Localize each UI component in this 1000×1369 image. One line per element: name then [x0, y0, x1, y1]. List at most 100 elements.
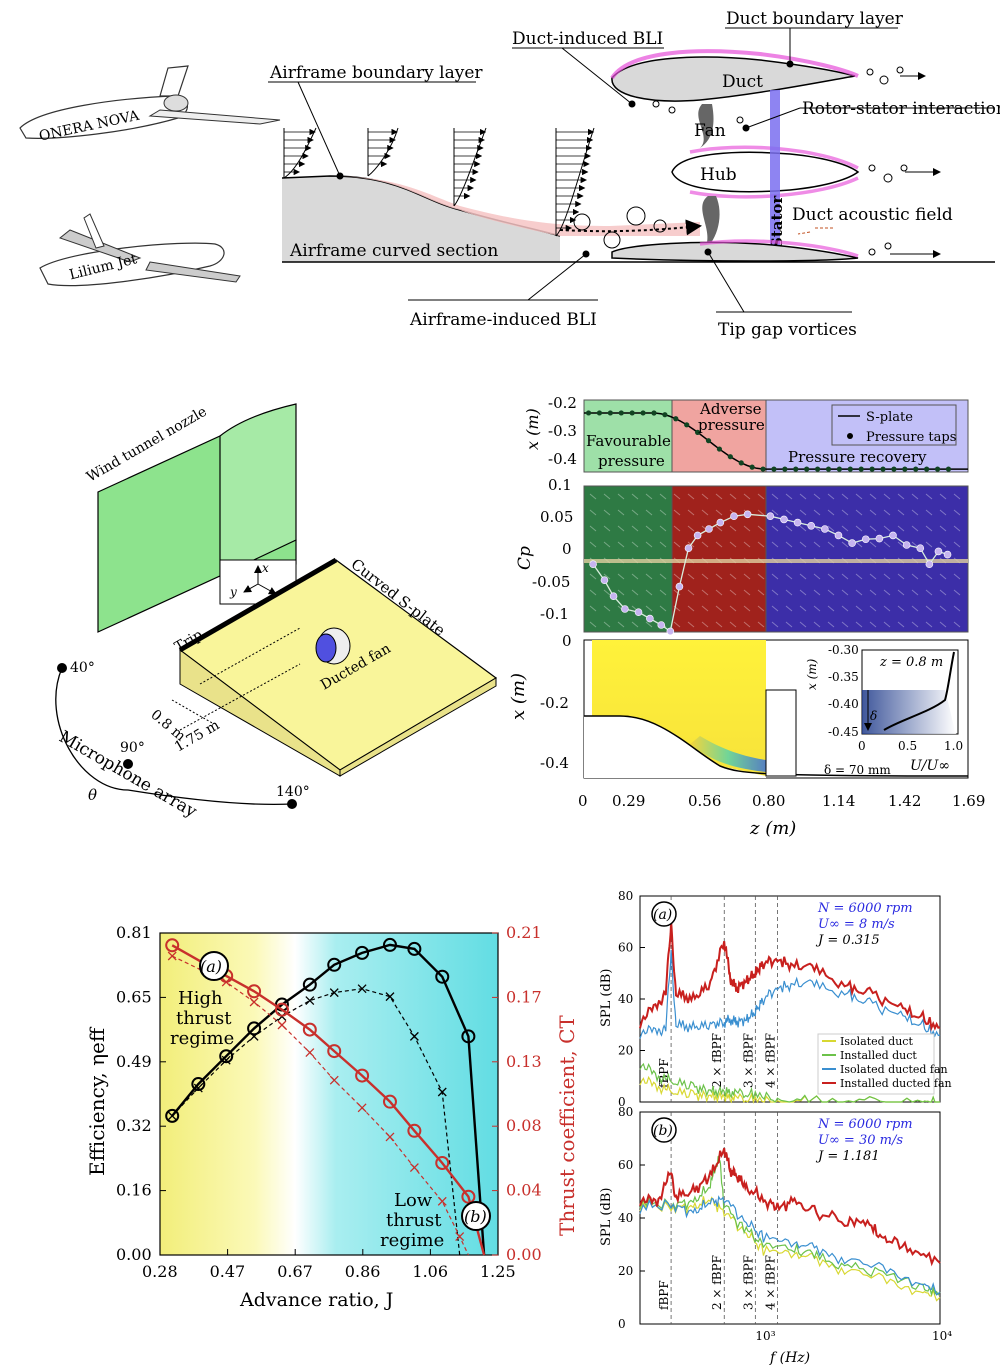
bli-vortices — [573, 206, 667, 249]
tuft-streak — [925, 589, 933, 596]
adverse-label-1: Adverse — [699, 400, 762, 418]
tuft-streak — [617, 573, 625, 580]
pressure-tap — [618, 410, 624, 416]
spl-y-tick-label: 40 — [618, 1211, 633, 1225]
cp-point — [780, 515, 788, 524]
data-point — [305, 996, 315, 1006]
tuft-streak — [673, 509, 681, 516]
tuft-streak — [925, 605, 933, 612]
data-point — [382, 1094, 397, 1109]
tuft-streak — [897, 493, 905, 500]
pressure-tap — [793, 466, 799, 472]
spl-series-isolated-duct — [639, 1196, 941, 1302]
cp-point — [684, 544, 693, 553]
tuft-streak — [911, 589, 919, 596]
spl-condition: J = 0.315 — [815, 933, 880, 948]
tuft-streak — [939, 493, 947, 500]
favourable-label-2: pressure — [598, 452, 665, 470]
pressure-tap — [749, 464, 755, 470]
tuft-streak — [939, 621, 947, 628]
tuft-streak — [701, 541, 709, 548]
legend-box — [817, 1033, 935, 1095]
tuft-streak — [589, 573, 597, 580]
tuft-streak — [673, 525, 681, 532]
tuft-streak — [771, 509, 779, 516]
tuft-streak — [953, 509, 961, 516]
tuft-streak — [953, 525, 961, 532]
data-point — [193, 1083, 203, 1093]
stator-label: Stator — [768, 195, 786, 248]
tick: -0.30 — [828, 643, 859, 657]
fan-label: Fan — [694, 121, 726, 141]
tuft-streak — [659, 493, 667, 500]
tuft-streak — [743, 621, 751, 628]
bot-ylabel: x (m) — [508, 673, 529, 720]
cp-point — [889, 531, 897, 540]
microphone-array-arc — [55, 667, 293, 806]
tuft-streak — [883, 509, 891, 516]
tuft-streak — [939, 589, 947, 596]
tuft-streak — [785, 493, 793, 500]
data-point-stroke — [305, 996, 315, 1006]
data-point-stroke — [277, 1020, 287, 1030]
y-right-tick-label: 0.08 — [506, 1116, 542, 1135]
cp-point — [834, 531, 843, 540]
tuft-streak — [771, 541, 779, 548]
tuft-streak — [911, 509, 919, 516]
pressure-tap — [629, 410, 635, 416]
duct-acoustic-field-label: Duct acoustic field — [792, 205, 953, 225]
pressure-tap — [945, 466, 952, 472]
cp-point — [793, 518, 802, 527]
x-tick-label: 0.47 — [210, 1262, 246, 1281]
tuft-streak — [659, 525, 667, 532]
tuft-streak — [673, 541, 681, 548]
tuft-streak — [631, 573, 639, 580]
tuft-streak — [645, 621, 653, 628]
tuft-streak — [617, 493, 625, 500]
high-regime-line-1: High — [178, 988, 223, 1009]
inset-xlabel: U/U∞ — [910, 758, 950, 774]
airframe-induced-bli-label: Airframe-induced BLI — [409, 310, 597, 330]
tuft-streak — [659, 589, 667, 596]
mid-ylabel: Cp — [515, 546, 535, 570]
pressure-tap — [705, 438, 712, 444]
pressure-tap — [934, 466, 941, 472]
y-right-tick-label: 0.21 — [506, 923, 542, 942]
data-point — [167, 1111, 177, 1121]
legend-label: Installed duct — [840, 1049, 917, 1062]
spl-y-tick-label: 20 — [618, 1264, 633, 1278]
plate-xlabel: z (m) — [749, 818, 796, 839]
delta-label: δ — [870, 709, 877, 723]
pressure-tap — [716, 446, 723, 452]
tuft-streak — [785, 541, 793, 548]
tuft-streak — [939, 525, 947, 532]
tuft-streak — [785, 605, 793, 612]
delta-value: δ = 70 mm — [824, 763, 891, 777]
cp-point — [666, 627, 675, 636]
cp-point — [821, 525, 829, 533]
spl-y-tick-label: 40 — [618, 992, 633, 1006]
tuft-streak — [827, 621, 835, 628]
data-point — [382, 937, 397, 952]
tuft-streak — [757, 605, 765, 612]
tip-gap-vortices-label: Tip gap vortices — [718, 320, 857, 340]
tuft-streak — [925, 525, 933, 532]
tuft-streak — [869, 589, 877, 596]
tuft-streak — [953, 621, 961, 628]
data-point — [191, 1077, 206, 1092]
tuft-streak — [757, 541, 765, 548]
tuft-streak — [841, 509, 849, 516]
spl-y-tick-label: 60 — [618, 941, 633, 955]
tuft-streak — [617, 541, 625, 548]
data-point-stroke — [167, 1111, 177, 1121]
tuft-streak — [869, 541, 877, 548]
tuft-streak — [925, 573, 933, 580]
data-point-stroke — [329, 988, 339, 998]
tuft-streak — [883, 621, 891, 628]
tuft-streak — [813, 493, 821, 500]
data-point — [435, 969, 450, 984]
data-point-stroke — [437, 1087, 447, 1097]
angle-40-label: 40° — [70, 660, 95, 676]
tuft-streak — [883, 605, 891, 612]
tick: -0.3 — [548, 422, 577, 440]
